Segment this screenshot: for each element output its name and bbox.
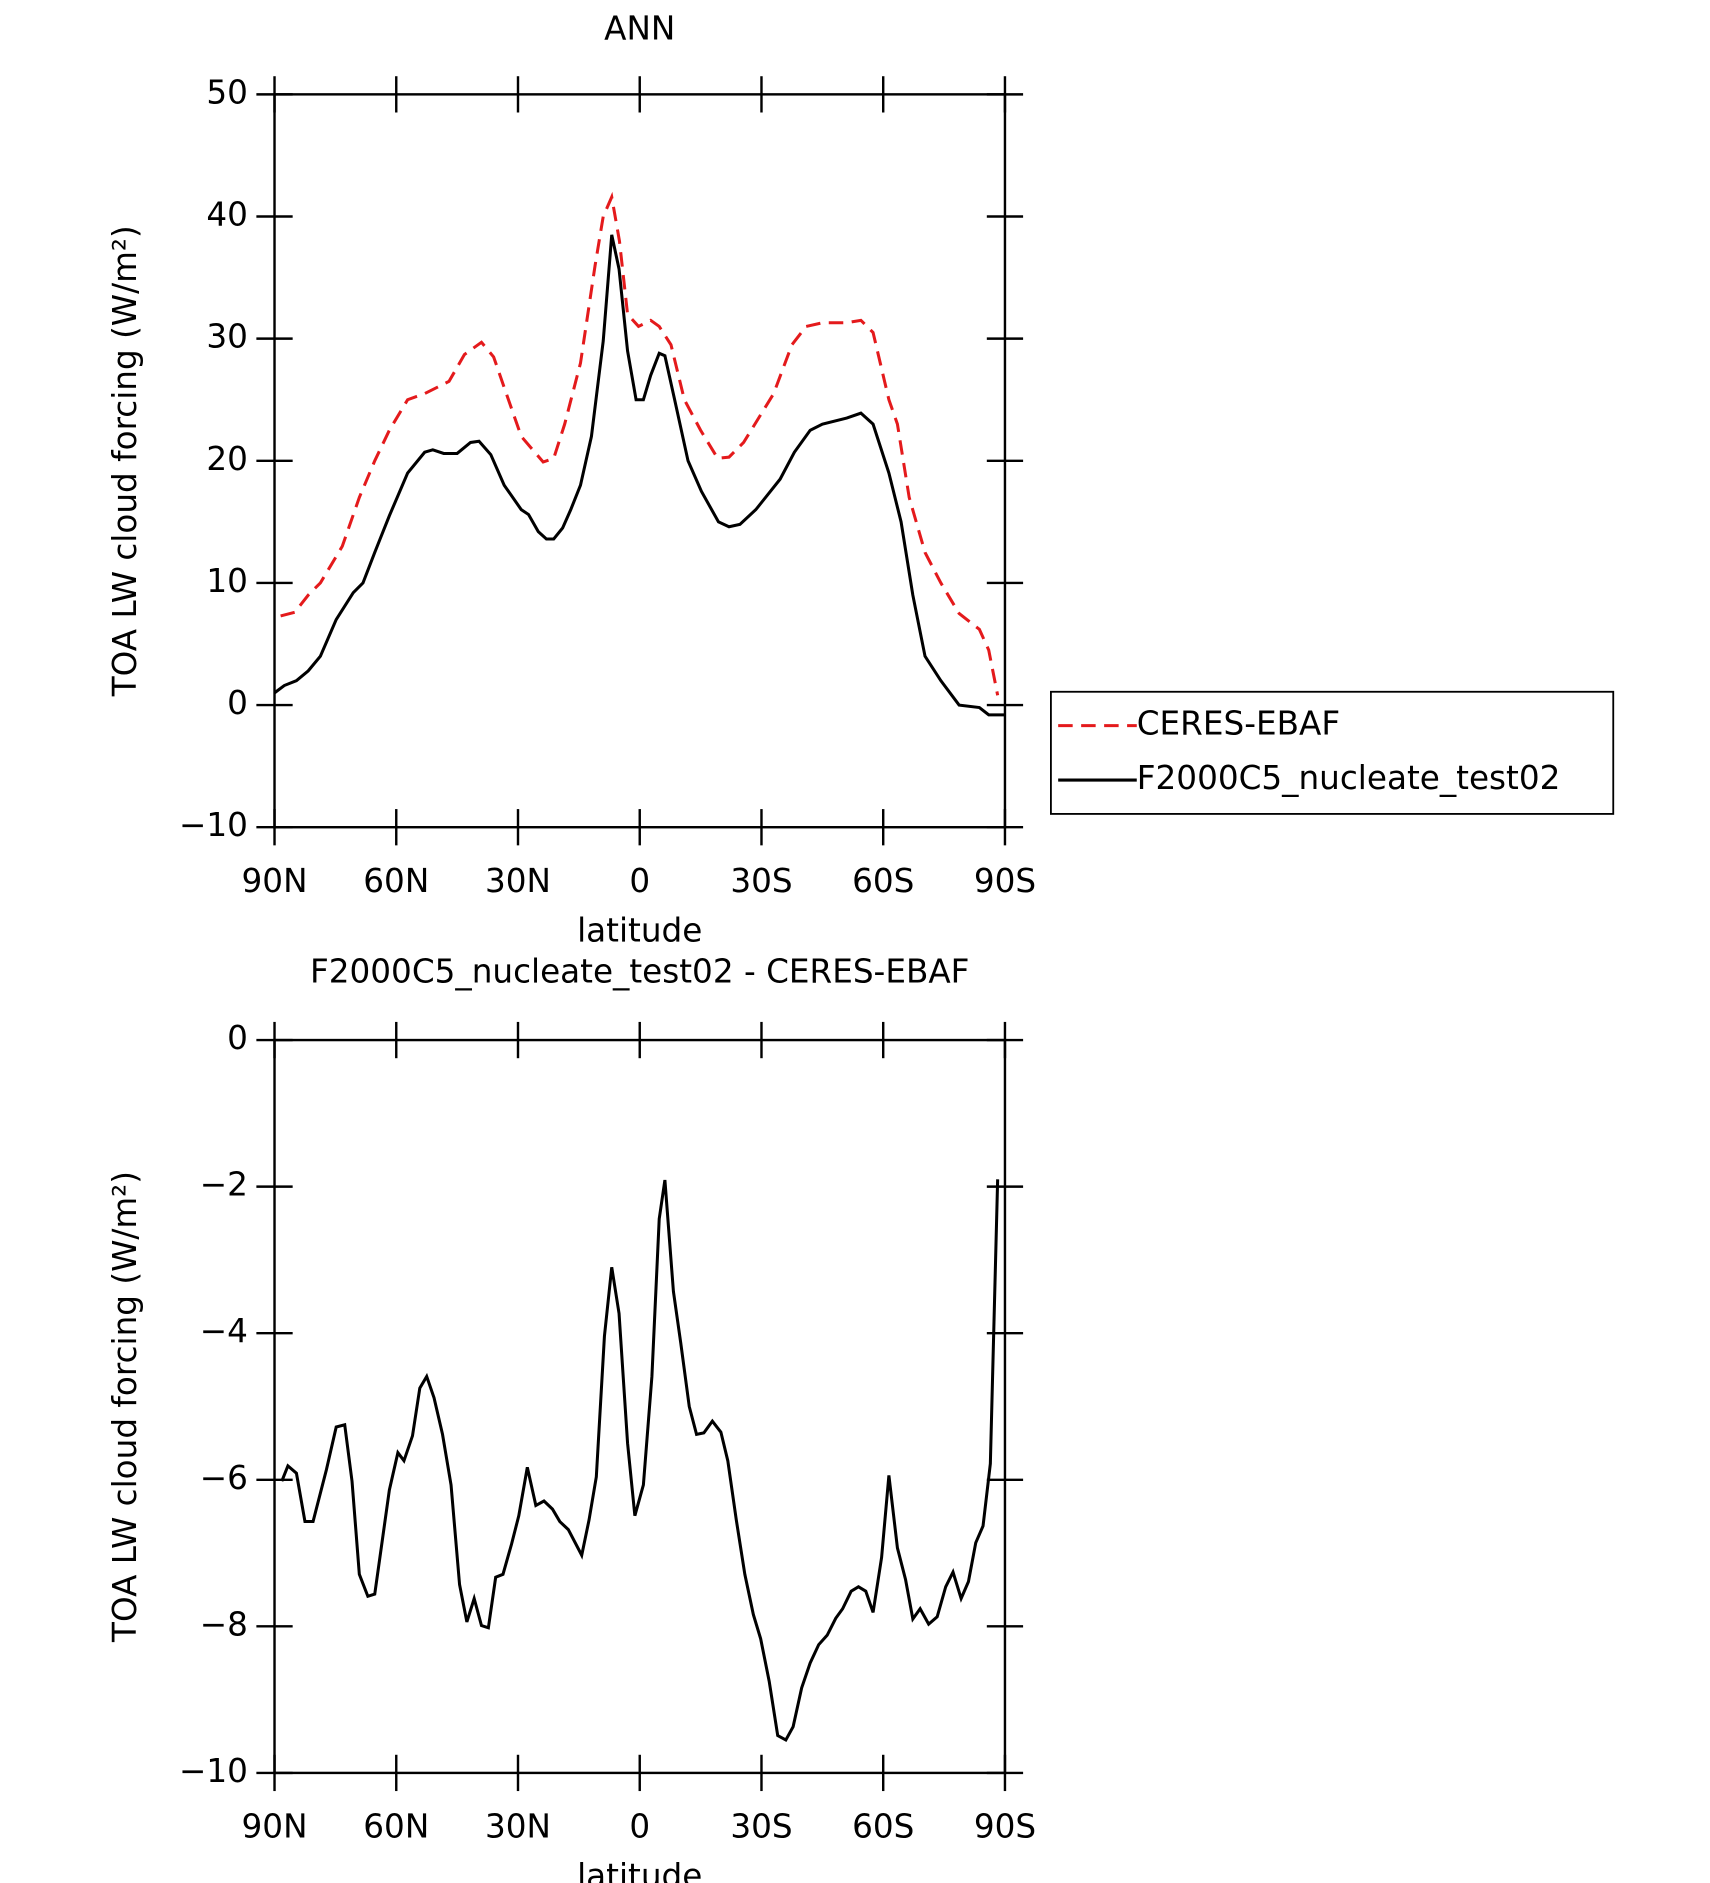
y-tick-label: 0 (227, 1019, 248, 1057)
x-tick-label: 0 (629, 862, 650, 900)
x-tick-label: 60S (852, 1808, 914, 1846)
y-tick-label: 50 (206, 73, 248, 111)
plot-frame (273, 93, 1007, 829)
chart-title: ANN (604, 9, 675, 47)
y-tick-label: 20 (206, 440, 248, 478)
y-tick-label: −10 (179, 806, 248, 844)
plot-frame (273, 1038, 1007, 1775)
legend-box (1050, 690, 1615, 815)
y-axis-label: TOA LW cloud forcing (W/m²) (106, 1171, 144, 1643)
x-tick-label: 60N (363, 1808, 429, 1846)
y-tick-label: −4 (200, 1312, 248, 1350)
x-tick-label: 90N (242, 862, 308, 900)
legend-label: CERES-EBAF (1137, 705, 1340, 743)
y-tick-label: 30 (206, 318, 248, 356)
legend-label: F2000C5_nucleate_test02 (1137, 759, 1561, 797)
data-line (273, 234, 1005, 717)
y-tick-label: −10 (179, 1752, 248, 1790)
y-tick-label: 0 (227, 684, 248, 722)
x-tick-label: 0 (629, 1808, 650, 1846)
y-tick-label: 40 (206, 196, 248, 234)
data-line (280, 1179, 1000, 1742)
y-tick-label: −8 (200, 1605, 248, 1643)
x-tick-label: 30N (485, 862, 551, 900)
x-tick-label: 90N (242, 1808, 308, 1846)
x-tick-label: 90S (974, 862, 1036, 900)
x-axis-label: latitude (577, 1857, 702, 1883)
x-tick-label: 90S (974, 1808, 1036, 1846)
x-axis-label: latitude (577, 911, 702, 949)
x-tick-label: 30N (485, 1808, 551, 1846)
chart-title: F2000C5_nucleate_test02 - CERES-EBAF (310, 953, 969, 991)
data-line (280, 191, 1000, 696)
y-tick-label: −2 (200, 1166, 248, 1204)
y-axis-label: TOA LW cloud forcing (W/m²) (106, 225, 144, 697)
x-tick-label: 60S (852, 862, 914, 900)
y-tick-label: 10 (206, 562, 248, 600)
y-tick-label: −6 (200, 1459, 248, 1497)
x-tick-label: 30S (730, 862, 792, 900)
x-tick-label: 30S (730, 1808, 792, 1846)
x-tick-label: 60N (363, 862, 429, 900)
